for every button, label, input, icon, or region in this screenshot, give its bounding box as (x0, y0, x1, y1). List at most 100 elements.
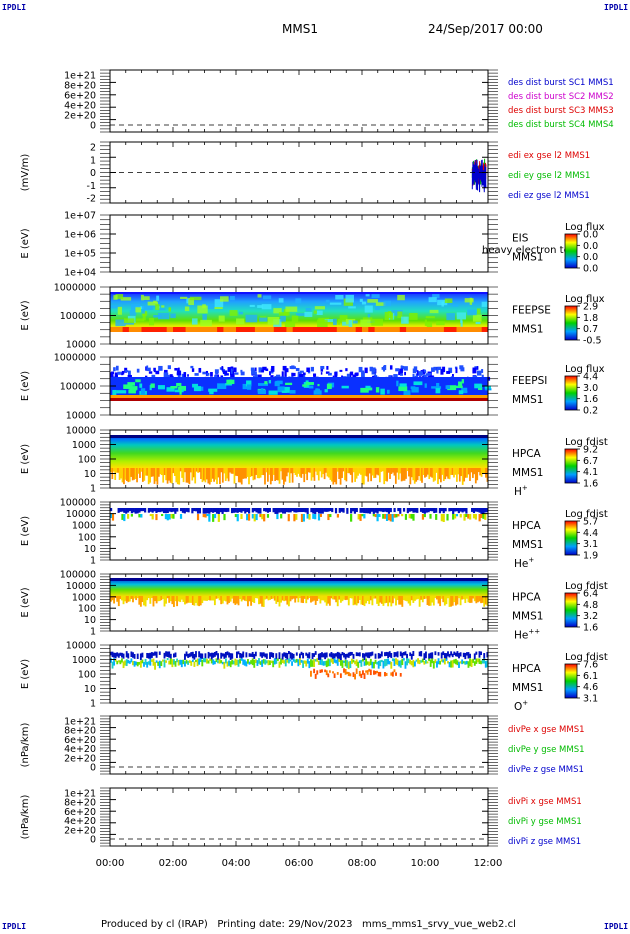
heatmap-cell (314, 508, 317, 514)
heatmap-cell (225, 383, 232, 386)
heatmap-cell (155, 508, 158, 514)
heatmap-cell (342, 508, 345, 513)
corner-label-bl: IPDLI (2, 922, 27, 931)
heatmap-cell (357, 661, 360, 668)
heatmap-cell (467, 652, 470, 659)
heatmap-cell (361, 301, 367, 305)
heatmap-cell (165, 651, 167, 657)
heatmap-cell (177, 660, 180, 666)
heatmap-cell (125, 468, 128, 481)
heatmap-cell (442, 651, 445, 656)
heatmap-cell (374, 659, 377, 664)
heatmap-cell (450, 508, 453, 512)
heatmap-cell (362, 658, 364, 662)
ticks (100, 429, 498, 489)
heatmap-cell (393, 468, 396, 476)
heatmap-cell (385, 659, 388, 666)
heatmap-cell (284, 596, 287, 601)
heatmap-cell (265, 468, 268, 473)
heatmap-cell (409, 596, 412, 606)
heatmap-cell (168, 468, 170, 481)
heatmap-cell (397, 294, 405, 301)
heatmap-cell (261, 369, 265, 373)
heatmap-cell (440, 368, 444, 375)
heatmap-cell (155, 660, 158, 663)
heatmap-cell (294, 659, 297, 663)
heatmap-cell (178, 386, 181, 390)
heatmap-cell (176, 468, 179, 485)
heatmap-cell (420, 651, 423, 657)
heatmap-cell (271, 468, 274, 481)
heatmap-cell (295, 514, 298, 520)
heatmap-cell (143, 296, 150, 301)
ytick-label: 10000 (66, 340, 96, 351)
heatmap-cell (144, 658, 147, 665)
heatmap-cell (246, 508, 249, 512)
heatmap-cell (480, 508, 483, 514)
heatmap-cell (281, 371, 284, 377)
colorbar (564, 592, 578, 628)
heatmap-cell (210, 652, 213, 660)
heatmap-cell (173, 327, 180, 332)
heatmap-cell (278, 652, 281, 660)
heatmap-cell (365, 508, 368, 514)
heatmap-cell (408, 514, 411, 519)
heatmap-cell (136, 508, 139, 514)
heatmap-cell (128, 389, 136, 394)
heatmap-cell (470, 596, 473, 603)
heatmap-cell (359, 508, 362, 513)
heatmap-cell (384, 508, 387, 512)
heatmap-cell (234, 658, 237, 666)
heatmap-fill (110, 578, 488, 596)
heatmap-cell (319, 653, 322, 660)
heatmap-cell (341, 660, 344, 668)
heatmap-cell (205, 468, 208, 480)
heatmap-cell (153, 314, 162, 318)
heatmap-cell (346, 596, 349, 600)
heatmap-cell (204, 508, 207, 514)
heatmap-cell (322, 661, 325, 666)
heatmap-cell (160, 327, 168, 332)
heatmap-cell (447, 468, 450, 479)
heatmap-cell (425, 659, 427, 664)
heatmap-cell (415, 659, 418, 662)
axis-frame (109, 787, 489, 847)
heatmap-cell (182, 596, 185, 602)
heatmap-cell (243, 468, 246, 479)
heatmap-cell (404, 651, 407, 656)
heatmap-cell (313, 373, 317, 377)
heatmap-cell (144, 305, 153, 311)
heatmap-cell (221, 596, 224, 604)
heatmap-cell (145, 366, 147, 371)
heatmap-cell (325, 299, 330, 303)
heatmap-cell (258, 383, 268, 386)
colorbar-tick-label: -0.5 (583, 336, 602, 347)
colorbar-tick-label: 4.8 (583, 600, 598, 611)
heatmap-cell (410, 514, 413, 519)
heatmap-cell (120, 297, 132, 301)
heatmap-cell (291, 653, 293, 660)
heatmap-cell (444, 508, 447, 512)
heatmap-cell (399, 660, 402, 668)
heatmap-cell (474, 508, 477, 512)
heatmap-cell (358, 660, 361, 664)
heatmap-cell (132, 596, 134, 603)
heatmap-cell (207, 651, 210, 659)
heatmap-cell (360, 659, 363, 667)
heatmap-cell (432, 468, 435, 482)
heatmap-cell (110, 398, 488, 401)
xtick-label: 12:00 (474, 858, 503, 869)
ytick-label: 1e+21 (64, 789, 96, 800)
heatmap-cell (188, 297, 195, 306)
heatmap-cell (236, 468, 239, 477)
heatmap-cell (294, 468, 297, 476)
heatmap-cell (111, 514, 115, 521)
heatmap-cell (399, 596, 402, 605)
heatmap-cell (286, 659, 289, 663)
heatmap-cell (187, 660, 190, 665)
heatmap-cell (283, 660, 286, 664)
heatmap-cell (339, 315, 348, 322)
heatmap-cell (300, 514, 304, 522)
heatmap-cell (418, 596, 421, 607)
heatmap-cell (168, 307, 172, 312)
